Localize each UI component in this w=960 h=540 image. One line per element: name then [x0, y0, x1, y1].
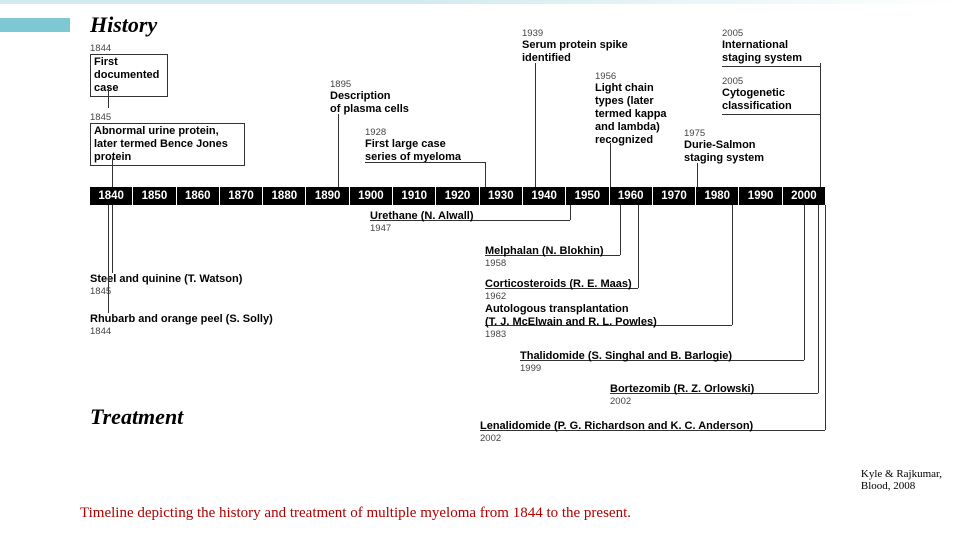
connector [825, 205, 826, 430]
axis-tick: 1890 [306, 187, 349, 205]
connector [485, 162, 486, 187]
event-label: Bortezomib (R. Z. Orlowski) [610, 383, 754, 396]
event-label: Descriptionof plasma cells [330, 90, 409, 116]
connector [804, 205, 805, 360]
connector [620, 205, 621, 255]
treatment-event: Lenalidomide (P. G. Richardson and K. C.… [480, 420, 753, 444]
treatment-event: Rhubarb and orange peel (S. Solly) 1844 [90, 313, 273, 337]
timeline-diagram: History Treatment 1840185018601870188018… [90, 10, 860, 470]
event-label: Melphalan (N. Blokhin) [485, 245, 604, 258]
connector [732, 205, 733, 325]
connector [108, 205, 109, 313]
treatment-event: Melphalan (N. Blokhin) 1958 [485, 245, 604, 269]
treatment-section-label: Treatment [90, 404, 183, 430]
event-label: Light chaintypes (latertermed kappaand l… [595, 82, 667, 147]
axis-tick: 1880 [263, 187, 306, 205]
connector [112, 205, 113, 273]
event-year: 2002 [610, 396, 754, 407]
connector [365, 162, 485, 163]
event-year: 1962 [485, 291, 632, 302]
timeline-axis: 1840185018601870188018901900191019201930… [90, 187, 825, 205]
history-event: 1975 Durie-Salmonstaging system [684, 128, 764, 165]
axis-tick: 1970 [653, 187, 696, 205]
connector [535, 63, 536, 187]
connector [722, 114, 820, 115]
event-label: Firstdocumentedcase [90, 54, 168, 97]
event-label: Thalidomide (S. Singhal and B. Barlogie) [520, 350, 732, 363]
axis-tick: 2000 [783, 187, 825, 205]
history-event: 1939 Serum protein spikeidentified [522, 28, 628, 65]
event-label: Durie-Salmonstaging system [684, 139, 764, 165]
event-year: 2005 [722, 28, 802, 39]
event-year: 1983 [485, 329, 657, 340]
event-label: Autologous transplantation(T. J. McElwai… [485, 303, 657, 329]
event-label: Urethane (N. Alwall) [370, 210, 474, 223]
event-year: 1947 [370, 223, 474, 234]
axis-tick: 1840 [90, 187, 133, 205]
event-label: Lenalidomide (P. G. Richardson and K. C.… [480, 420, 753, 433]
connector [108, 88, 109, 108]
treatment-event: Corticosteroids (R. E. Maas) 1962 [485, 278, 632, 302]
axis-tick: 1920 [436, 187, 479, 205]
connector [638, 205, 639, 288]
connector [818, 205, 819, 393]
connector [570, 205, 571, 220]
treatment-event: Urethane (N. Alwall) 1947 [370, 210, 474, 234]
event-year: 1939 [522, 28, 628, 39]
connector [112, 158, 113, 187]
event-label: First large caseseries of myeloma [365, 138, 461, 164]
event-year: 2002 [480, 433, 753, 444]
event-year: 1845 [90, 286, 242, 297]
axis-tick: 1990 [739, 187, 782, 205]
history-event: 1845 Abnormal urine protein,later termed… [90, 112, 245, 166]
axis-tick: 1910 [393, 187, 436, 205]
event-year: 1844 [90, 326, 273, 337]
history-event: 2005 Cytogeneticclassification [722, 76, 792, 113]
event-label: Serum protein spikeidentified [522, 39, 628, 65]
history-event: 1928 First large caseseries of myeloma [365, 127, 461, 164]
citation-text: Kyle & Rajkumar,Blood, 2008 [861, 468, 942, 492]
event-label: Internationalstaging system [722, 39, 802, 65]
connector [697, 163, 698, 187]
axis-tick: 1850 [133, 187, 176, 205]
event-label: Steel and quinine (T. Watson) [90, 273, 242, 286]
history-section-label: History [90, 12, 157, 38]
connector [610, 143, 611, 187]
event-label: Rhubarb and orange peel (S. Solly) [90, 313, 273, 326]
connector [338, 114, 339, 187]
event-year: 1975 [684, 128, 764, 139]
axis-tick: 1900 [350, 187, 393, 205]
connector [820, 63, 821, 187]
event-label: Corticosteroids (R. E. Maas) [485, 278, 632, 291]
treatment-event: Steel and quinine (T. Watson) 1845 [90, 273, 242, 297]
event-label: Abnormal urine protein,later termed Benc… [90, 123, 245, 166]
event-year: 1844 [90, 43, 168, 54]
event-year: 1958 [485, 258, 604, 269]
history-event: 1844 Firstdocumentedcase [90, 43, 168, 97]
history-event: 1956 Light chaintypes (latertermed kappa… [595, 71, 667, 147]
event-year: 1999 [520, 363, 732, 374]
event-year: 2005 [722, 76, 792, 87]
event-year: 1956 [595, 71, 667, 82]
axis-tick: 1950 [566, 187, 609, 205]
treatment-event: Bortezomib (R. Z. Orlowski) 2002 [610, 383, 754, 407]
connector [722, 66, 820, 67]
axis-tick: 1960 [610, 187, 653, 205]
treatment-event: Autologous transplantation(T. J. McElwai… [485, 303, 657, 340]
slide-accent-line [0, 0, 960, 4]
event-year: 1895 [330, 79, 409, 90]
axis-tick: 1860 [177, 187, 220, 205]
event-year: 1845 [90, 112, 245, 123]
axis-tick: 1980 [696, 187, 739, 205]
axis-tick: 1940 [523, 187, 566, 205]
figure-caption: Timeline depicting the history and treat… [80, 505, 631, 522]
event-label: Cytogeneticclassification [722, 87, 792, 113]
treatment-event: Thalidomide (S. Singhal and B. Barlogie)… [520, 350, 732, 374]
axis-tick: 1930 [480, 187, 523, 205]
slide-accent-bar [0, 18, 70, 32]
event-year: 1928 [365, 127, 461, 138]
history-event: 1895 Descriptionof plasma cells [330, 79, 409, 116]
axis-tick: 1870 [220, 187, 263, 205]
history-event: 2005 Internationalstaging system [722, 28, 802, 65]
